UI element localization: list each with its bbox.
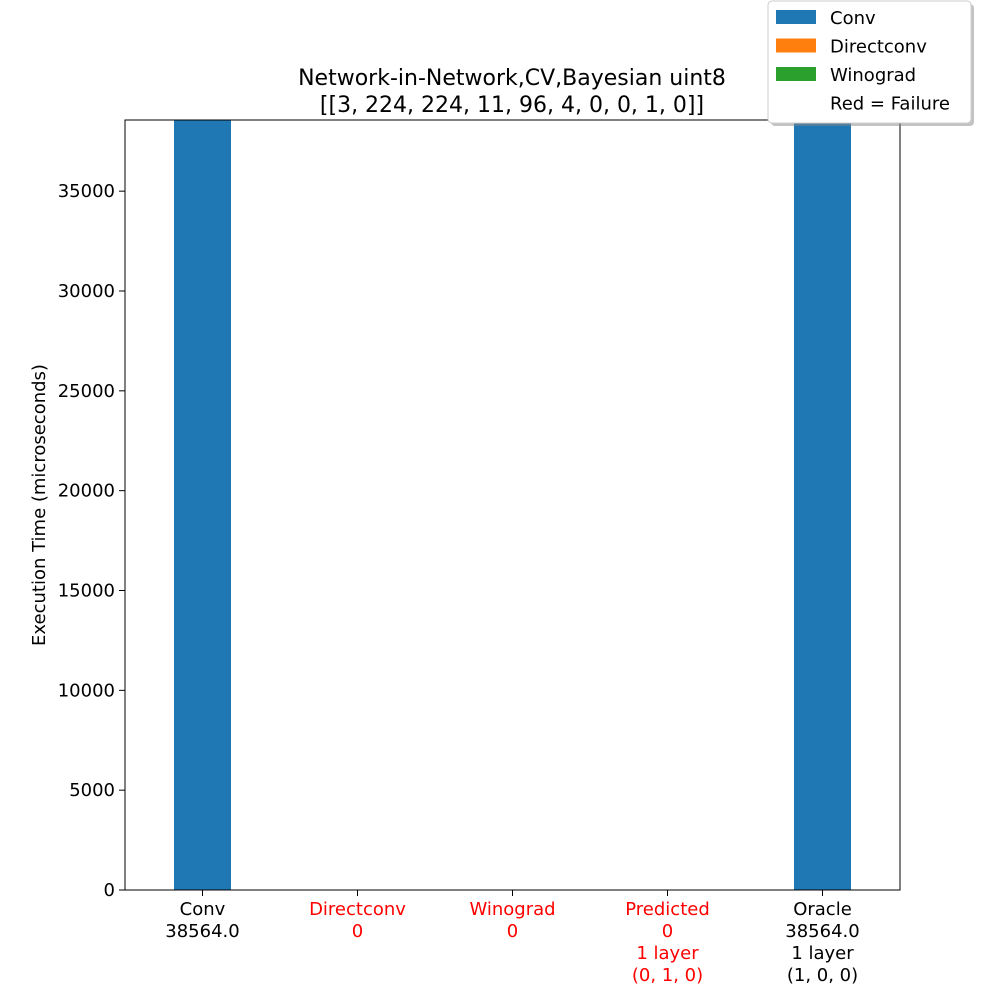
legend-label: Red = Failure [830,94,950,115]
x-tick-label: (0, 1, 0) [632,965,703,986]
y-tick-label: 0 [104,880,115,901]
chart-title-line-1: Network-in-Network,CV,Bayesian uint8 [298,66,726,91]
y-tick-label: 25000 [58,381,115,402]
legend-swatch [776,67,816,81]
chart-title: Network-in-Network,CV,Bayesian uint8 [[3… [298,66,726,118]
legend-label: Directconv [830,37,927,58]
y-tick-label: 5000 [69,780,115,801]
x-tick-label: 38564.0 [165,921,239,942]
y-tick-label: 10000 [58,680,115,701]
y-tick-label: 20000 [58,481,115,502]
x-tick-label: Oracle [793,899,852,920]
legend-swatch [776,38,816,53]
legend-label: Conv [830,8,876,29]
x-axis: Conv38564.0Directconv0Winograd0Predicted… [165,890,860,986]
x-tick-label: Directconv [309,899,406,920]
bar [794,120,851,890]
legend-label: Winograd [830,65,916,86]
x-tick-label: Predicted [625,899,710,920]
y-tick-label: 30000 [58,281,115,302]
x-tick-label: 1 layer [636,943,699,964]
x-tick-label: 38564.0 [785,921,859,942]
chart-title-line-2: [[3, 224, 224, 11, 96, 4, 0, 0, 1, 0]] [320,93,704,118]
x-tick-label: 0 [662,921,673,942]
x-tick-label: Winograd [469,899,555,920]
y-axis: 0 5000 10000 15000 20000 25000 30000 35000 [58,181,125,901]
legend: Conv Directconv Winograd Red = Failure [767,0,974,126]
x-tick-label: (1, 0, 0) [787,965,858,986]
bar [174,120,231,890]
legend-box [767,0,972,124]
bars [174,120,851,890]
legend-swatch [776,10,816,24]
x-tick-label: 0 [352,921,363,942]
plot-frame [124,119,901,891]
y-tick-label: 35000 [58,181,115,202]
x-tick-label: 0 [507,921,518,942]
x-tick-label: 1 layer [791,943,854,964]
x-tick-label: Conv [180,899,226,920]
y-axis-label: Execution Time (microseconds) [29,364,50,646]
y-tick-label: 15000 [58,580,115,601]
